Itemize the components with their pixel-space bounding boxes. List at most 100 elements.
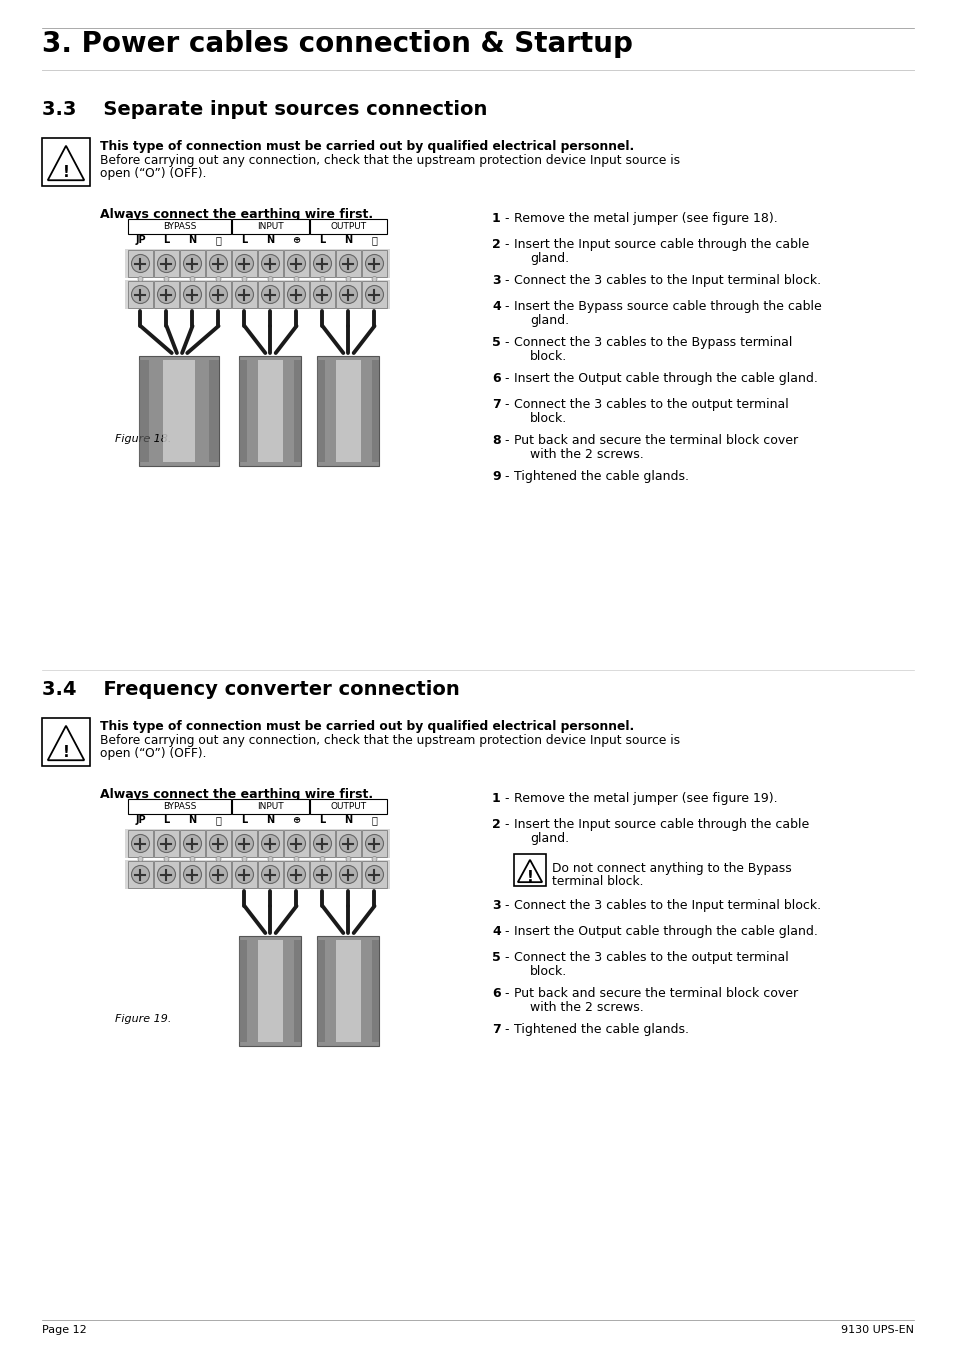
Circle shape	[132, 835, 150, 852]
Bar	[257, 830, 283, 857]
Text: Connect the 3 cables to the output terminal: Connect the 3 cables to the output termi…	[514, 951, 788, 965]
Circle shape	[215, 277, 221, 281]
Bar	[310, 281, 335, 308]
Circle shape	[235, 835, 253, 852]
Circle shape	[314, 866, 331, 884]
Bar	[206, 861, 231, 888]
Bar	[239, 940, 247, 1042]
Text: L: L	[163, 815, 170, 825]
Circle shape	[242, 277, 247, 281]
Text: This type of connection must be carried out by qualified electrical personnel.: This type of connection must be carried …	[100, 720, 634, 734]
Bar	[153, 861, 179, 888]
Text: L: L	[319, 235, 325, 245]
Text: open (“O”) (OFF).: open (“O”) (OFF).	[100, 747, 206, 761]
Bar	[128, 219, 231, 234]
Text: Put back and secure the terminal block cover: Put back and secure the terminal block c…	[514, 434, 798, 447]
Circle shape	[365, 866, 383, 884]
Bar	[361, 250, 387, 277]
Text: 8: 8	[492, 434, 500, 447]
Text: -: -	[503, 1023, 508, 1036]
Text: -: -	[503, 898, 508, 912]
Bar	[206, 830, 231, 857]
Bar	[294, 359, 301, 462]
Circle shape	[365, 285, 383, 304]
Text: Insert the Input source cable through the cable: Insert the Input source cable through th…	[514, 238, 808, 251]
Text: Connect the 3 cables to the Input terminal block.: Connect the 3 cables to the Input termin…	[514, 274, 821, 286]
Text: 7: 7	[492, 399, 500, 411]
Circle shape	[261, 835, 279, 852]
Bar	[317, 359, 325, 462]
Circle shape	[294, 857, 298, 862]
Bar	[128, 861, 152, 888]
Text: Insert the Input source cable through the cable: Insert the Input source cable through th…	[514, 817, 808, 831]
Bar	[239, 359, 247, 462]
Text: L: L	[163, 235, 170, 245]
Bar	[128, 250, 152, 277]
Text: 4: 4	[492, 300, 500, 313]
Bar	[206, 281, 231, 308]
Text: -: -	[503, 336, 508, 349]
Text: -: -	[503, 372, 508, 385]
Text: L: L	[241, 815, 248, 825]
Text: This type of connection must be carried out by qualified electrical personnel.: This type of connection must be carried …	[100, 141, 634, 153]
Bar	[206, 250, 231, 277]
Text: N: N	[266, 815, 274, 825]
Bar	[125, 830, 390, 858]
Circle shape	[235, 285, 253, 304]
Circle shape	[346, 277, 351, 281]
Bar	[128, 830, 152, 857]
Text: Put back and secure the terminal block cover: Put back and secure the terminal block c…	[514, 988, 798, 1000]
Circle shape	[190, 857, 194, 862]
Circle shape	[268, 277, 273, 281]
Circle shape	[339, 254, 357, 273]
Bar	[361, 830, 387, 857]
Bar	[153, 281, 179, 308]
Circle shape	[346, 857, 351, 862]
Bar	[128, 798, 231, 815]
Text: Tightened the cable glands.: Tightened the cable glands.	[514, 470, 688, 484]
Bar	[180, 830, 205, 857]
Bar	[125, 249, 390, 278]
Text: -: -	[503, 238, 508, 251]
Circle shape	[235, 866, 253, 884]
Text: 5: 5	[492, 951, 500, 965]
Circle shape	[183, 835, 201, 852]
Bar	[310, 861, 335, 888]
Text: L: L	[319, 815, 325, 825]
Bar	[258, 940, 283, 1042]
Bar	[317, 357, 379, 466]
Text: 6: 6	[492, 372, 500, 385]
Circle shape	[132, 285, 150, 304]
Text: N: N	[344, 815, 353, 825]
Bar	[284, 861, 309, 888]
Text: 4: 4	[492, 925, 500, 938]
Text: Always connect the earthing wire first.: Always connect the earthing wire first.	[100, 788, 373, 801]
Text: gland.: gland.	[530, 832, 569, 844]
Text: !: !	[63, 744, 70, 759]
Text: Figure 18.: Figure 18.	[115, 434, 172, 444]
Text: Before carrying out any connection, check that the upstream protection device In: Before carrying out any connection, chec…	[100, 154, 679, 168]
Text: Connect the 3 cables to the output terminal: Connect the 3 cables to the output termi…	[514, 399, 788, 411]
Circle shape	[287, 254, 305, 273]
Bar	[284, 281, 309, 308]
Bar	[42, 717, 90, 766]
Bar	[372, 940, 379, 1042]
Text: 7: 7	[492, 1023, 500, 1036]
Text: Always connect the earthing wire first.: Always connect the earthing wire first.	[100, 208, 373, 222]
Bar	[335, 940, 360, 1042]
Text: 3.3    Separate input sources connection: 3.3 Separate input sources connection	[42, 100, 487, 119]
Circle shape	[372, 857, 376, 862]
Bar	[361, 281, 387, 308]
Circle shape	[314, 835, 331, 852]
Circle shape	[210, 285, 227, 304]
Text: -: -	[503, 212, 508, 226]
Text: -: -	[503, 925, 508, 938]
Text: ⊕: ⊕	[293, 235, 300, 245]
Text: 1: 1	[492, 212, 500, 226]
Circle shape	[287, 866, 305, 884]
Circle shape	[268, 857, 273, 862]
Text: 9130 UPS-EN: 9130 UPS-EN	[841, 1325, 913, 1335]
Text: OUTPUT: OUTPUT	[330, 802, 366, 811]
Text: !: !	[63, 165, 70, 180]
Bar	[335, 830, 360, 857]
